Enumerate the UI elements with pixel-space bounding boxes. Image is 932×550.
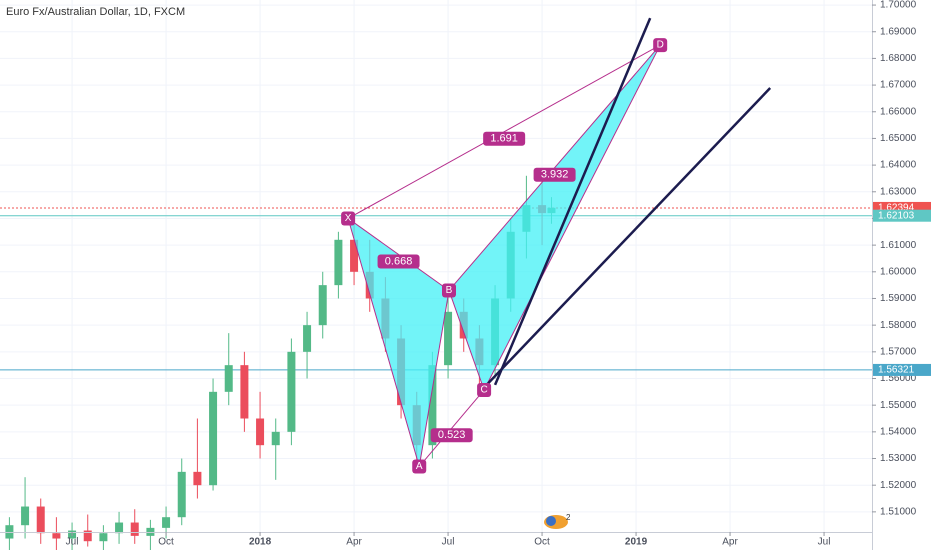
price-label: 1.62394 bbox=[878, 203, 915, 214]
ratio-label-bg bbox=[533, 167, 576, 182]
ratio-label: 1.691 bbox=[490, 133, 518, 145]
candle-body bbox=[83, 530, 92, 542]
candle-body bbox=[428, 365, 437, 446]
y-tick-label: 1.65000 bbox=[880, 133, 917, 144]
y-tick-label: 1.55000 bbox=[880, 400, 917, 411]
candle-body bbox=[52, 533, 61, 539]
y-tick-label: 1.69000 bbox=[880, 26, 917, 37]
point-label: A bbox=[416, 461, 423, 472]
candle-body bbox=[193, 471, 202, 486]
y-tick-label: 1.52000 bbox=[880, 480, 917, 491]
x-tick-label: Oct bbox=[158, 537, 174, 548]
y-tick-label: 1.58000 bbox=[880, 320, 917, 331]
candle-body bbox=[224, 365, 233, 392]
svg-text:2: 2 bbox=[566, 513, 571, 522]
x-tick-label: Apr bbox=[722, 537, 738, 548]
y-tick-label: 1.63000 bbox=[880, 186, 917, 197]
candle-body bbox=[99, 533, 108, 542]
ratio-label: 0.668 bbox=[385, 255, 413, 267]
x-tick-label: Jul bbox=[66, 537, 79, 548]
point-label-bg bbox=[412, 459, 427, 474]
ratio-label-bg bbox=[377, 254, 420, 269]
candle-body bbox=[146, 527, 155, 536]
pattern-line bbox=[347, 218, 420, 467]
x-tick-label: Oct bbox=[534, 537, 550, 548]
x-tick-label: 2018 bbox=[249, 537, 272, 548]
y-tick-label: 1.66000 bbox=[880, 106, 917, 117]
candle-body bbox=[130, 522, 139, 536]
pattern-line bbox=[418, 290, 450, 467]
trendline bbox=[479, 87, 772, 393]
point-label: D bbox=[657, 40, 664, 51]
price-label-bg bbox=[873, 209, 931, 222]
ratio-label-bg bbox=[483, 131, 526, 146]
y-tick-label: 1.67000 bbox=[880, 80, 917, 91]
y-tick-label: 1.60000 bbox=[880, 266, 917, 277]
candle-body bbox=[334, 239, 343, 286]
candle-body bbox=[209, 391, 218, 486]
chart-title: Euro Fx/Australian Dollar, 1D, FXCM bbox=[6, 6, 185, 18]
y-tick-label: 1.57000 bbox=[880, 346, 917, 357]
point-label: X bbox=[345, 213, 352, 224]
price-label: 1.56321 bbox=[878, 365, 915, 376]
ratio-label: 3.932 bbox=[541, 169, 569, 181]
candle-body bbox=[162, 517, 171, 528]
candle-body bbox=[240, 365, 249, 419]
candle-body bbox=[177, 471, 186, 518]
pattern-line bbox=[483, 44, 661, 391]
point-label-bg bbox=[341, 211, 356, 226]
x-tick-label: Jul bbox=[818, 537, 831, 548]
pattern-fill bbox=[348, 218, 450, 467]
ratio-label-bg bbox=[430, 428, 473, 443]
y-tick-label: 1.59000 bbox=[880, 293, 917, 304]
pattern-line bbox=[448, 290, 485, 391]
candle-body bbox=[36, 506, 45, 534]
y-tick-label: 1.68000 bbox=[880, 53, 917, 64]
x-tick-label: Apr bbox=[346, 537, 362, 548]
point-label-bg bbox=[442, 283, 457, 298]
candle-body bbox=[115, 522, 124, 534]
plot: 0.668 0.523 3.932 1.691 X A B C D bbox=[0, 17, 872, 550]
candle-body bbox=[318, 285, 327, 326]
y-tick-label: 1.53000 bbox=[880, 453, 917, 464]
x-tick-label: Jul bbox=[442, 537, 455, 548]
candle-body bbox=[444, 311, 453, 366]
y-tick-label: 1.51000 bbox=[880, 507, 917, 518]
ratio-label: 0.523 bbox=[438, 429, 466, 441]
y-tick-label: 1.64000 bbox=[880, 160, 917, 171]
trendline bbox=[493, 17, 652, 386]
x-tick-label: 2019 bbox=[625, 537, 648, 548]
candle-body bbox=[350, 239, 359, 272]
point-label: C bbox=[480, 385, 487, 396]
y-tick-label: 1.70000 bbox=[880, 0, 917, 11]
candle-body bbox=[5, 525, 14, 539]
price-label: 1.62103 bbox=[878, 210, 915, 221]
price-label-bg bbox=[873, 363, 931, 376]
candle-body bbox=[303, 325, 312, 352]
candle-body bbox=[271, 431, 280, 446]
pattern-fill bbox=[449, 45, 661, 390]
y-tick-label: 1.61000 bbox=[880, 240, 917, 251]
point-label-bg bbox=[477, 382, 492, 397]
y-tick-label: 1.54000 bbox=[880, 426, 917, 437]
point-label-bg bbox=[653, 38, 668, 53]
indicator-icon: 2 bbox=[544, 513, 571, 529]
axes: 1.70000 1.69000 1.68000 1.67000 1.66000 1.650… bbox=[66, 0, 931, 548]
y-tick-label: 1.56000 bbox=[880, 373, 917, 384]
candle-body bbox=[287, 351, 296, 432]
candle-body bbox=[256, 418, 265, 446]
candle-body bbox=[21, 506, 30, 526]
point-label: B bbox=[446, 285, 453, 296]
